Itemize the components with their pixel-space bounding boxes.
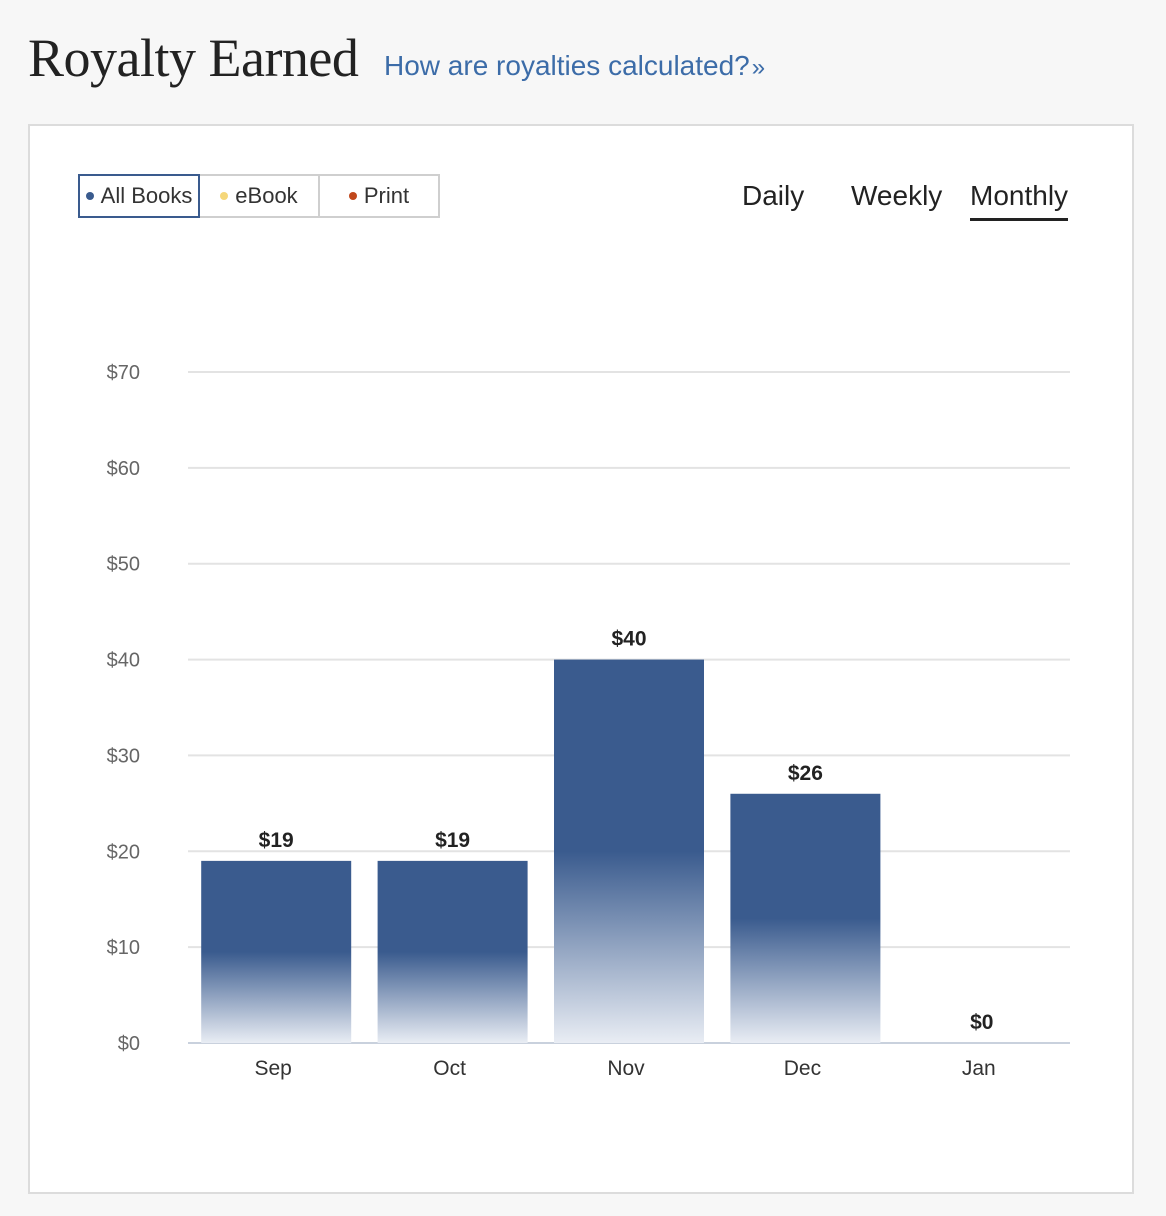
x-tick-label: Nov [607,1057,645,1080]
filter-all-books[interactable]: All Books [78,174,200,218]
y-tick-label: $50 [107,554,140,576]
filter-label: eBook [235,183,298,208]
period-monthly[interactable]: Monthly [970,178,1069,221]
page-title: Royalty Earned [28,28,359,88]
royalty-bar-chart: $0 $10 $20 $30 $40 $50 $60 $70 $19 Sep $19 Oct $40 No… [107,362,1070,1080]
filter-label: Print [363,183,410,208]
x-tick-label: Sep [255,1057,292,1080]
y-tick-label: $40 [107,650,140,672]
y-tick-label: $10 [107,937,140,959]
chevron-right-icon: » [751,54,766,81]
y-tick-label: $30 [107,745,140,767]
bar-value-label: $26 [788,762,823,785]
royalty-chart-card: All Books eBook Print Daily Weekly Month… [28,124,1134,1194]
period-weekly[interactable]: Weekly [851,180,943,211]
bar-nov[interactable] [554,659,704,1043]
help-link-label: How are royalties calculated? [384,50,750,81]
y-tick-label: $60 [107,458,140,480]
royalties-help-link[interactable]: How are royalties calculated?» [384,48,765,86]
bar-value-label: $19 [435,829,470,852]
bar-dec[interactable] [730,793,881,1043]
x-tick-label: Dec [784,1057,821,1080]
all-books-dot-icon [85,192,94,200]
y-tick-label: $0 [118,1033,140,1055]
x-tick-label: Jan [962,1057,996,1080]
filter-print[interactable]: Print [318,174,440,218]
bar-value-label: $19 [259,829,294,852]
y-tick-label: $70 [107,362,140,384]
filter-label: All Books [100,183,193,208]
bar-value-label: $40 [611,628,646,651]
bar-value-label: $0 [970,1011,993,1034]
bar-sep[interactable] [201,860,352,1043]
y-tick-label: $20 [107,841,140,863]
period-daily[interactable]: Daily [742,180,805,211]
print-dot-icon [348,192,357,200]
x-tick-label: Oct [433,1057,466,1080]
format-filter: All Books eBook Print [78,174,440,218]
ebook-dot-icon [220,192,229,200]
filter-ebook[interactable]: eBook [198,174,320,218]
bar-oct[interactable] [377,860,528,1043]
